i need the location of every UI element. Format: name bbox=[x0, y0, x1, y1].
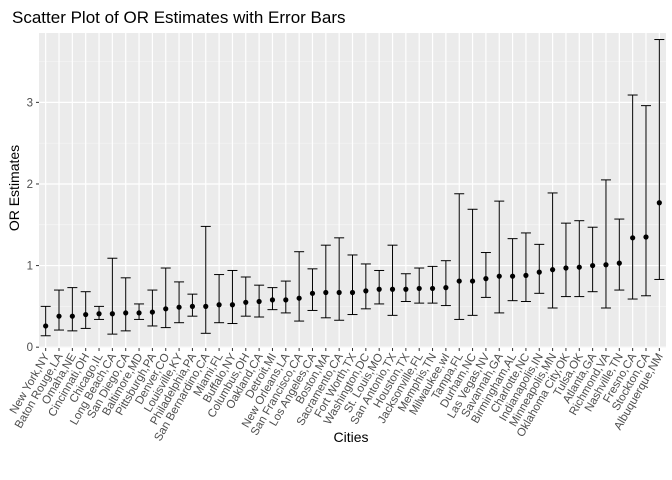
data-point bbox=[283, 297, 289, 303]
data-point bbox=[443, 285, 449, 291]
data-point bbox=[469, 278, 476, 284]
data-point bbox=[176, 304, 182, 310]
data-point bbox=[603, 262, 609, 268]
data-point bbox=[336, 289, 342, 296]
x-axis-title: Cities bbox=[333, 429, 368, 445]
y-tick-label: 1 bbox=[27, 261, 33, 273]
data-point bbox=[576, 264, 582, 270]
data-point bbox=[216, 302, 222, 308]
data-point bbox=[56, 313, 62, 319]
y-tick-label: 3 bbox=[27, 97, 33, 109]
data-marks bbox=[40, 39, 665, 337]
data-point bbox=[256, 298, 262, 305]
data-point bbox=[296, 295, 302, 301]
data-point bbox=[136, 310, 142, 316]
data-point bbox=[96, 311, 102, 317]
data-point bbox=[656, 200, 662, 206]
data-point bbox=[550, 267, 556, 273]
data-point bbox=[163, 306, 169, 312]
data-point bbox=[456, 278, 462, 284]
data-point bbox=[376, 286, 382, 292]
data-point bbox=[363, 288, 369, 294]
data-point bbox=[269, 297, 276, 303]
y-axis-title: OR Estimates bbox=[6, 145, 22, 231]
data-point bbox=[616, 260, 622, 266]
data-point bbox=[563, 265, 569, 271]
y-tick-label: 0 bbox=[27, 342, 33, 354]
data-point bbox=[123, 310, 129, 316]
data-point bbox=[643, 234, 649, 240]
chart-title: Scatter Plot of OR Estimates with Error … bbox=[12, 8, 345, 27]
data-point bbox=[203, 303, 209, 309]
data-point bbox=[496, 273, 502, 279]
data-point bbox=[189, 303, 196, 309]
data-point bbox=[43, 323, 49, 329]
data-point bbox=[416, 285, 422, 292]
data-point bbox=[229, 302, 236, 308]
data-point bbox=[590, 262, 596, 269]
data-point bbox=[630, 235, 636, 241]
data-point bbox=[483, 276, 489, 282]
data-point bbox=[109, 311, 115, 317]
data-point bbox=[69, 313, 75, 319]
data-point bbox=[149, 309, 155, 315]
data-point bbox=[523, 272, 529, 278]
data-point bbox=[323, 289, 329, 296]
data-point bbox=[309, 290, 316, 296]
y-axis: 0 1 2 3 bbox=[27, 97, 39, 354]
data-point bbox=[243, 299, 249, 305]
y-tick-label: 2 bbox=[27, 179, 33, 191]
data-point bbox=[429, 285, 436, 292]
data-point bbox=[403, 286, 409, 292]
data-point bbox=[389, 286, 396, 292]
data-point bbox=[536, 269, 542, 275]
data-point bbox=[349, 289, 356, 296]
data-point bbox=[509, 273, 516, 279]
data-point bbox=[83, 311, 89, 318]
